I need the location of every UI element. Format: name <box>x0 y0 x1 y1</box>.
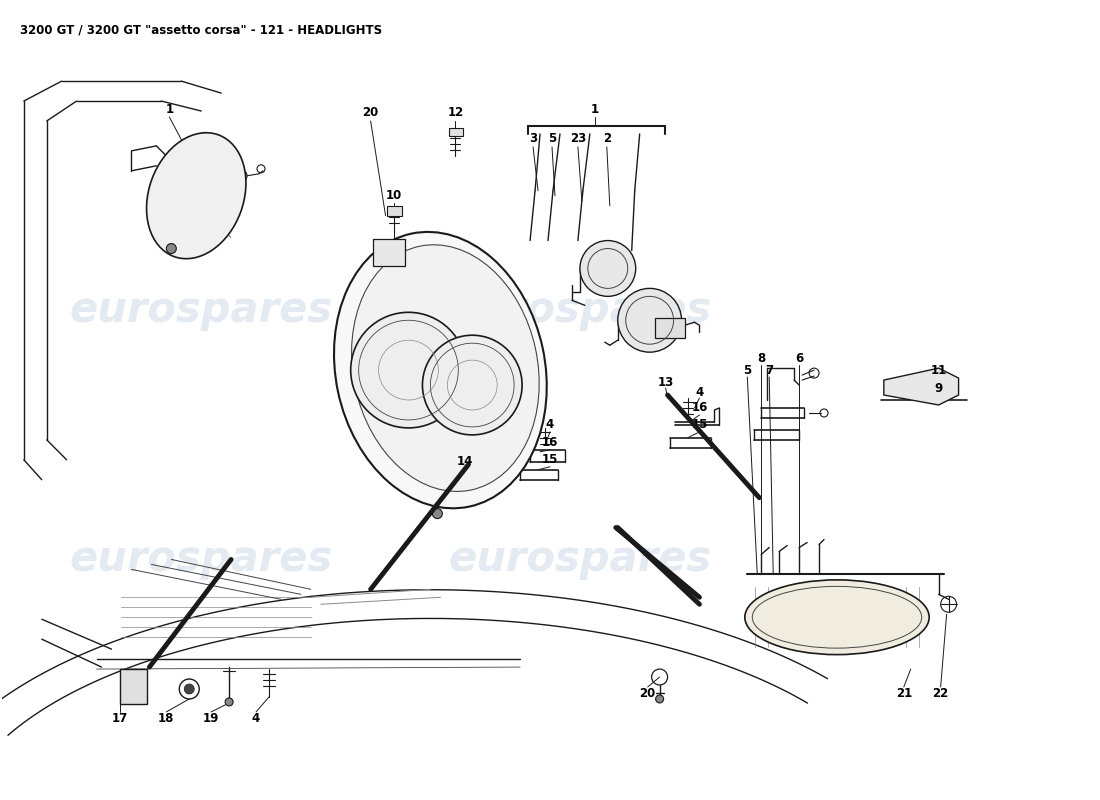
Circle shape <box>618 288 682 352</box>
Text: 21: 21 <box>895 687 912 701</box>
Circle shape <box>166 243 176 254</box>
Text: 5: 5 <box>548 133 557 146</box>
Text: 3200 GT / 3200 GT "assetto corsa" - 121 - HEADLIGHTS: 3200 GT / 3200 GT "assetto corsa" - 121 … <box>20 23 382 36</box>
Text: 23: 23 <box>570 133 586 146</box>
Text: 15: 15 <box>691 418 707 431</box>
Text: 4: 4 <box>546 418 554 431</box>
Bar <box>120 669 147 704</box>
Text: eurospares: eurospares <box>69 538 333 581</box>
Circle shape <box>351 312 466 428</box>
Text: 8: 8 <box>757 352 766 365</box>
Circle shape <box>185 684 195 694</box>
Text: 7: 7 <box>766 364 773 377</box>
Text: 15: 15 <box>542 454 558 466</box>
Text: 6: 6 <box>795 352 803 365</box>
Ellipse shape <box>352 245 539 491</box>
Bar <box>450 128 463 136</box>
Text: 4: 4 <box>252 712 260 726</box>
Circle shape <box>226 698 233 706</box>
Circle shape <box>656 695 663 703</box>
Circle shape <box>422 335 522 435</box>
Text: eurospares: eurospares <box>69 290 333 331</box>
Text: 4: 4 <box>695 386 704 398</box>
Circle shape <box>580 241 636 296</box>
Text: eurospares: eurospares <box>449 538 712 581</box>
Text: 20: 20 <box>363 106 378 119</box>
Ellipse shape <box>334 232 547 508</box>
Text: 9: 9 <box>935 382 943 394</box>
Bar <box>373 238 405 266</box>
Text: 1: 1 <box>165 102 174 115</box>
Text: 22: 22 <box>933 687 949 701</box>
Text: 2: 2 <box>603 133 611 146</box>
Text: 11: 11 <box>931 364 947 377</box>
Text: 16: 16 <box>691 402 707 414</box>
Text: 17: 17 <box>111 712 128 726</box>
Text: 1: 1 <box>591 102 598 115</box>
Text: 16: 16 <box>542 436 558 450</box>
Polygon shape <box>883 368 958 405</box>
Ellipse shape <box>146 133 246 258</box>
Text: 13: 13 <box>658 375 673 389</box>
Text: 12: 12 <box>448 106 463 119</box>
Text: 20: 20 <box>639 687 656 701</box>
Text: 5: 5 <box>744 364 751 377</box>
Bar <box>386 206 402 216</box>
Bar <box>654 318 684 338</box>
Text: eurospares: eurospares <box>449 290 712 331</box>
Ellipse shape <box>745 580 930 654</box>
Circle shape <box>432 509 442 518</box>
Text: 19: 19 <box>204 712 219 726</box>
Text: 14: 14 <box>458 455 473 468</box>
Text: 3: 3 <box>529 133 537 146</box>
Text: 18: 18 <box>158 712 175 726</box>
Text: 10: 10 <box>385 190 402 202</box>
